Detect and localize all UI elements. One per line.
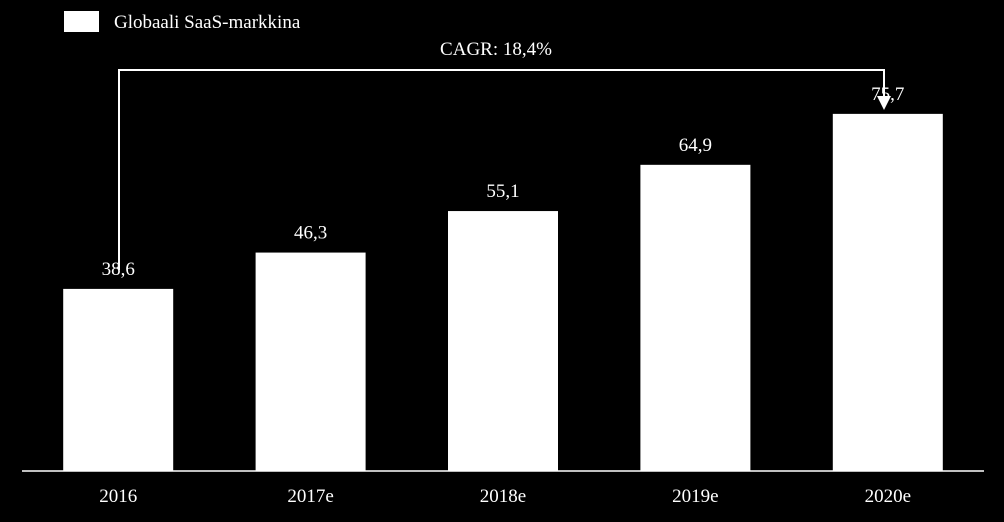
legend: Globaali SaaS-markkina (64, 11, 301, 33)
cagr-label: CAGR: 18,4% (440, 39, 552, 60)
x-tick-label-2020e: 2020e (865, 486, 911, 507)
x-tick-label-2019e: 2019e (672, 486, 718, 507)
value-label-2019e: 64,9 (679, 135, 712, 156)
x-tick-label-2017e: 2017e (287, 486, 333, 507)
x-axis-tick-labels: 2016 2017e 2018e 2019e 2020e (99, 486, 911, 507)
x-tick-label-2016: 2016 (99, 486, 137, 507)
value-label-2020e: 75,7 (871, 84, 904, 105)
cagr-arrowhead (877, 96, 891, 110)
cagr-bracket-line (118, 69, 885, 270)
bar-2017e (255, 252, 366, 471)
legend-swatch (64, 11, 99, 32)
x-tick-label-2018e: 2018e (480, 486, 526, 507)
bar-2018e (448, 211, 558, 471)
value-label-2016: 38,6 (102, 259, 135, 280)
legend-label: Globaali SaaS-markkina (114, 12, 301, 33)
bar-2020e (832, 113, 943, 471)
cagr-annotation: CAGR: 18,4% (118, 39, 891, 270)
value-labels: 38,6 46,3 55,1 64,9 75,7 (102, 84, 905, 280)
value-label-2018e: 55,1 (486, 181, 519, 202)
bars (63, 113, 943, 471)
bar-2016 (63, 288, 174, 471)
value-label-2017e: 46,3 (294, 223, 327, 244)
bar-2019e (640, 164, 751, 471)
